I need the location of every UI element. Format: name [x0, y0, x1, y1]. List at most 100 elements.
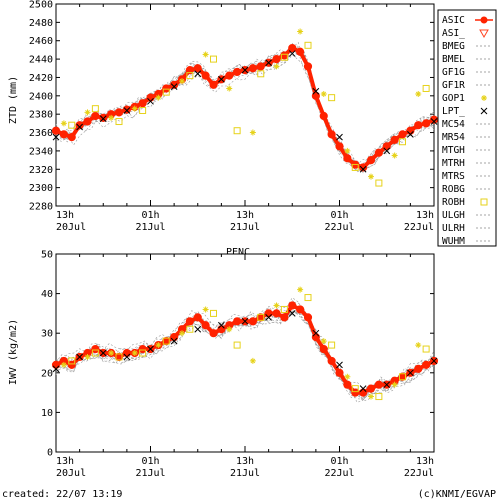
- asic-line-segment: [78, 119, 89, 128]
- lpt-point: [99, 349, 107, 357]
- robh-point: [186, 72, 194, 80]
- asic-line-segment: [141, 96, 152, 105]
- gop1-point: [344, 373, 351, 380]
- asic-line-segment: [369, 151, 381, 162]
- gop1-point: [131, 350, 138, 356]
- x-tick-label-hour: 13h: [56, 210, 74, 221]
- ztd-panel: 2280 2300 2320 2340 2360 2380 2400 2420 2440 2460…: [8, 0, 439, 233]
- robh-point: [186, 325, 194, 333]
- iwv-y-ticks: 0 10 20 30 40 50: [41, 250, 434, 459]
- asic-line-segment: [236, 68, 246, 74]
- y-tick-label: 20: [41, 368, 53, 379]
- legend-label: MC54: [442, 119, 465, 130]
- lpt-point: [383, 147, 391, 155]
- asic-line-segment: [251, 315, 262, 324]
- lpt-point: [383, 381, 391, 389]
- x-tick-label-date: 20Jul: [56, 222, 86, 233]
- x-tick-label-hour: 13h: [416, 210, 434, 221]
- gop1-point: [368, 393, 374, 400]
- legend-label: ULRH: [442, 223, 465, 234]
- asic-line-segment: [180, 68, 192, 81]
- y-tick-label: 2460: [29, 36, 53, 47]
- asic-line-segment: [314, 95, 326, 117]
- lpt-point: [194, 70, 202, 78]
- legend-label: MTRH: [442, 158, 465, 169]
- lpt-point: [147, 345, 154, 353]
- gop1-point: [108, 114, 115, 121]
- gop1-point: [60, 361, 67, 368]
- lpt-point: [218, 321, 225, 329]
- asic-line-segment: [110, 110, 120, 117]
- x-tick-label-date: 22Jul: [404, 468, 434, 479]
- lpt-point: [407, 131, 414, 138]
- ztd-y-ticks: 2280 2300 2320 2340 2360 2380 2400 2420 2440 2460…: [29, 0, 434, 213]
- asic-line-segment: [55, 359, 65, 367]
- gop1-point: [273, 63, 280, 70]
- robh-point: [399, 373, 406, 381]
- asic-line-segment: [252, 64, 262, 71]
- lpt-point: [52, 133, 60, 141]
- asic-line-segment: [409, 123, 420, 133]
- y-tick-label: 0: [47, 448, 53, 459]
- station-title: PENC: [226, 247, 250, 258]
- robh-point: [351, 163, 359, 171]
- robh-point: [91, 105, 99, 113]
- gop1-point: [297, 286, 304, 293]
- x-tick-label-date: 21Jul: [230, 222, 260, 233]
- lpt-point: [147, 97, 154, 105]
- x-tick-label-date: 21Jul: [135, 468, 165, 479]
- lpt-point: [123, 107, 131, 114]
- asic-line-segment: [377, 144, 389, 155]
- iwv-y-axis-label: IWV (kg/m2): [8, 319, 19, 385]
- asic-line-segment: [228, 319, 239, 328]
- gop1-point: [415, 342, 422, 349]
- robh-point: [422, 84, 430, 92]
- asic-line-segment: [370, 382, 380, 391]
- legend-label: ROBH: [442, 197, 465, 208]
- asic-line-segment: [306, 65, 318, 97]
- legend-marker: [479, 29, 489, 39]
- legend-label: LPT_: [442, 106, 465, 117]
- gop1-point: [155, 342, 162, 349]
- y-tick-label: 2500: [29, 0, 53, 11]
- gop1-point: [108, 350, 115, 356]
- legend-marker: [480, 107, 488, 115]
- asic-line-segment: [322, 347, 334, 363]
- y-tick-label: 2400: [29, 91, 53, 102]
- asic-line-segment: [329, 359, 342, 374]
- y-tick-label: 40: [41, 289, 53, 300]
- lpt-point: [430, 357, 438, 365]
- asic-line-segment: [196, 66, 207, 78]
- gop1-point: [84, 353, 91, 360]
- lpt-point: [170, 83, 178, 90]
- background-series-line: [55, 49, 435, 171]
- robh-point: [91, 349, 99, 357]
- lpt-point: [170, 337, 178, 345]
- legend-label: MR54: [442, 132, 465, 143]
- legend-label: ULGH: [442, 210, 465, 221]
- y-tick-label: 2320: [29, 165, 53, 176]
- robh-point: [328, 94, 336, 102]
- y-tick-label: 2440: [29, 55, 53, 66]
- asic-line-segment: [86, 114, 97, 124]
- lpt-point: [76, 123, 83, 131]
- ztd-plot-frame: [55, 3, 435, 207]
- asic-line-segment: [118, 351, 128, 359]
- asic-line-segment: [55, 128, 65, 137]
- robh-point: [210, 55, 217, 63]
- gop1-point: [60, 120, 67, 127]
- robh-point: [422, 345, 430, 353]
- asic-line-segment: [149, 92, 160, 100]
- gop1-point: [179, 330, 185, 337]
- gop1-point: [297, 28, 304, 35]
- x-tick-label-hour: 01h: [141, 210, 159, 221]
- asic-line-segment: [204, 74, 216, 87]
- legend-label: ASI_: [442, 28, 465, 39]
- x-tick-label-hour: 01h: [141, 456, 159, 467]
- x-tick-label-date: 21Jul: [230, 468, 260, 479]
- asic-line-segment: [321, 115, 334, 136]
- lpt-point: [265, 314, 272, 321]
- lpt-point: [241, 66, 249, 74]
- y-tick-label: 30: [41, 329, 53, 340]
- gop1-point: [179, 78, 185, 85]
